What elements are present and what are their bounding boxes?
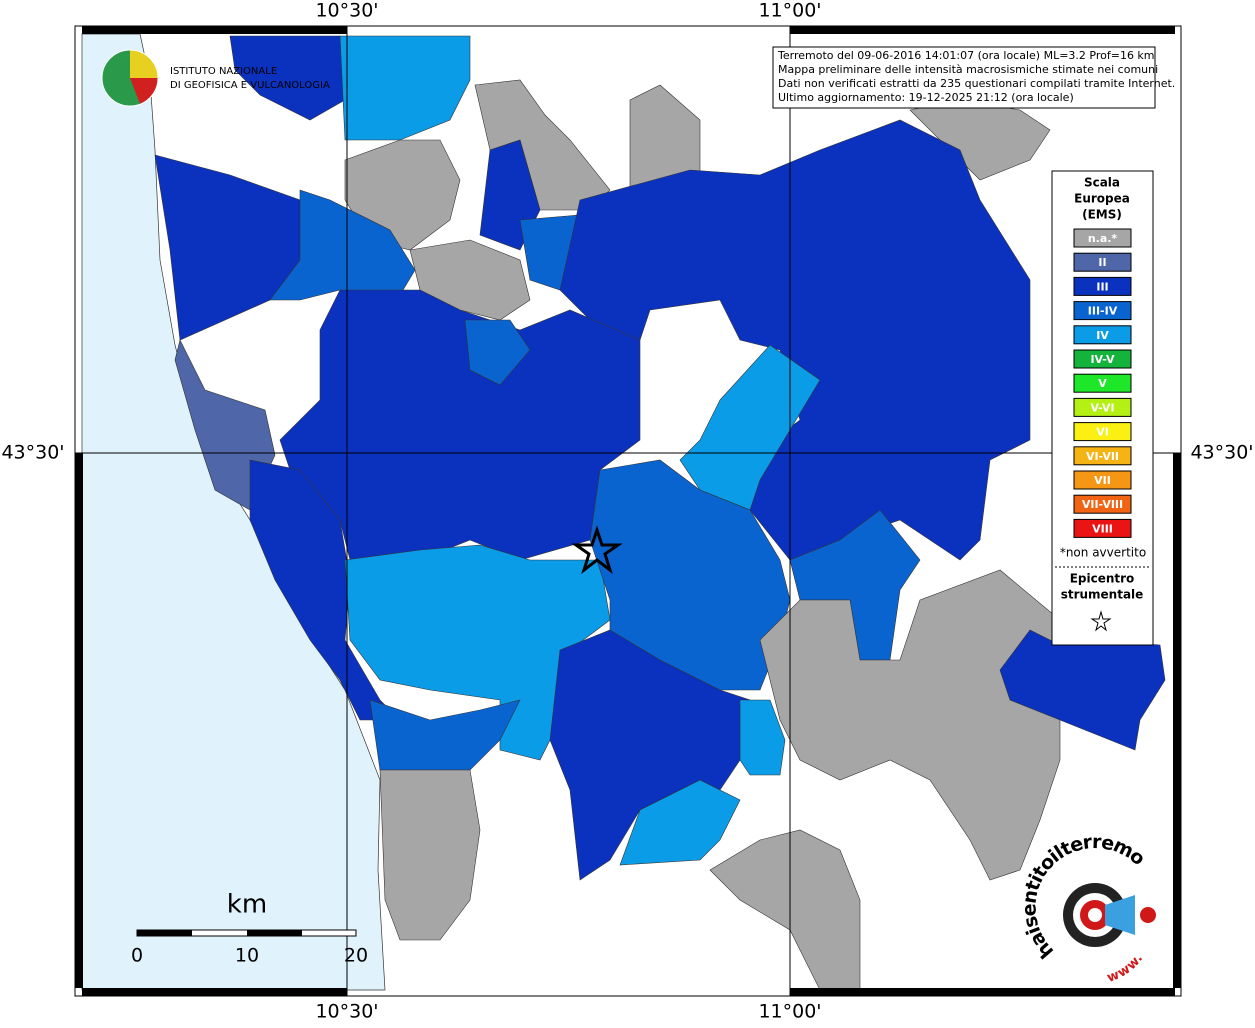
badge (1063, 883, 1156, 947)
legend-swatch (1073, 446, 1132, 466)
legend-note: *non avvertito (1060, 546, 1146, 560)
info-line: Terremoto del 09-06-2016 14:01:07 (ora l… (777, 49, 1155, 62)
legend-epicenter: Epicentro (1070, 572, 1135, 586)
legend-label: VII (1094, 474, 1111, 487)
legend-epicenter: strumentale (1061, 588, 1144, 602)
legend-label: VIII (1092, 522, 1113, 535)
legend-swatch (1073, 518, 1132, 538)
frame-bars (75, 26, 1181, 996)
legend-swatch (1073, 325, 1132, 345)
legend-swatch (1073, 228, 1132, 248)
ingv-logo (101, 49, 159, 107)
region (379, 769, 481, 941)
legend-label: VII-VIII (1082, 498, 1123, 511)
lon-label: 11°00' (758, 1001, 821, 1023)
lon-label: 10°30' (315, 0, 378, 22)
scale-tick: 20 (344, 945, 368, 967)
region (619, 779, 741, 866)
legend-swatch (1073, 422, 1132, 442)
info-line: Mappa preliminare delle intensità macros… (778, 63, 1158, 76)
legend-label: II (1098, 256, 1106, 269)
region (739, 699, 786, 776)
info-line: Ultimo aggiornamento: 19-12-2025 21:12 (… (778, 91, 1074, 104)
lat-label: 43°30' (1, 442, 64, 464)
legend-label: IV (1096, 329, 1109, 342)
logo-text: ISTITUTO NAZIONALE (170, 66, 277, 77)
legend-label: III (1096, 280, 1108, 293)
legend-swatch (1073, 494, 1132, 514)
legend-swatch (1073, 349, 1132, 369)
legend-label: VI-VII (1086, 450, 1119, 463)
scale-bar (136, 929, 357, 937)
lon-label: 11°00' (758, 0, 821, 22)
legend-label: V (1098, 377, 1107, 390)
legend-swatch (1073, 470, 1132, 490)
legend-title: Scala (1084, 176, 1120, 190)
scale-tick: 0 (131, 945, 143, 967)
legend-title: (EMS) (1082, 208, 1122, 222)
regions (154, 35, 1166, 991)
legend-label: VI (1096, 426, 1109, 439)
scale-tick: 10 (235, 945, 259, 967)
legend-title: Europea (1074, 192, 1130, 206)
lon-label: 10°30' (315, 1001, 378, 1023)
logo-text: DI GEOFISICA E VULCANOLOGIA (170, 80, 330, 91)
region (339, 35, 471, 141)
region (679, 344, 821, 511)
legend-swatch (1073, 276, 1132, 296)
scale-unit: km (227, 890, 267, 920)
lat-label: 43°30' (1190, 442, 1253, 464)
legend-star (1090, 610, 1112, 632)
legend-label: n.a.* (1088, 232, 1118, 245)
info-line: Dati non verificati estratti da 235 ques… (778, 77, 1175, 90)
legend-label: III-IV (1088, 305, 1118, 318)
region (709, 829, 861, 991)
region (464, 319, 531, 386)
legend-label: IV-V (1090, 353, 1115, 366)
epicenter-star (571, 525, 623, 575)
region (759, 569, 1061, 881)
legend-label: V-VI (1090, 401, 1114, 414)
legend-swatch (1073, 397, 1132, 417)
info-box (772, 46, 1156, 109)
legend-swatch (1073, 252, 1132, 272)
legend-swatch (1073, 301, 1132, 321)
legend-swatch (1073, 373, 1132, 393)
